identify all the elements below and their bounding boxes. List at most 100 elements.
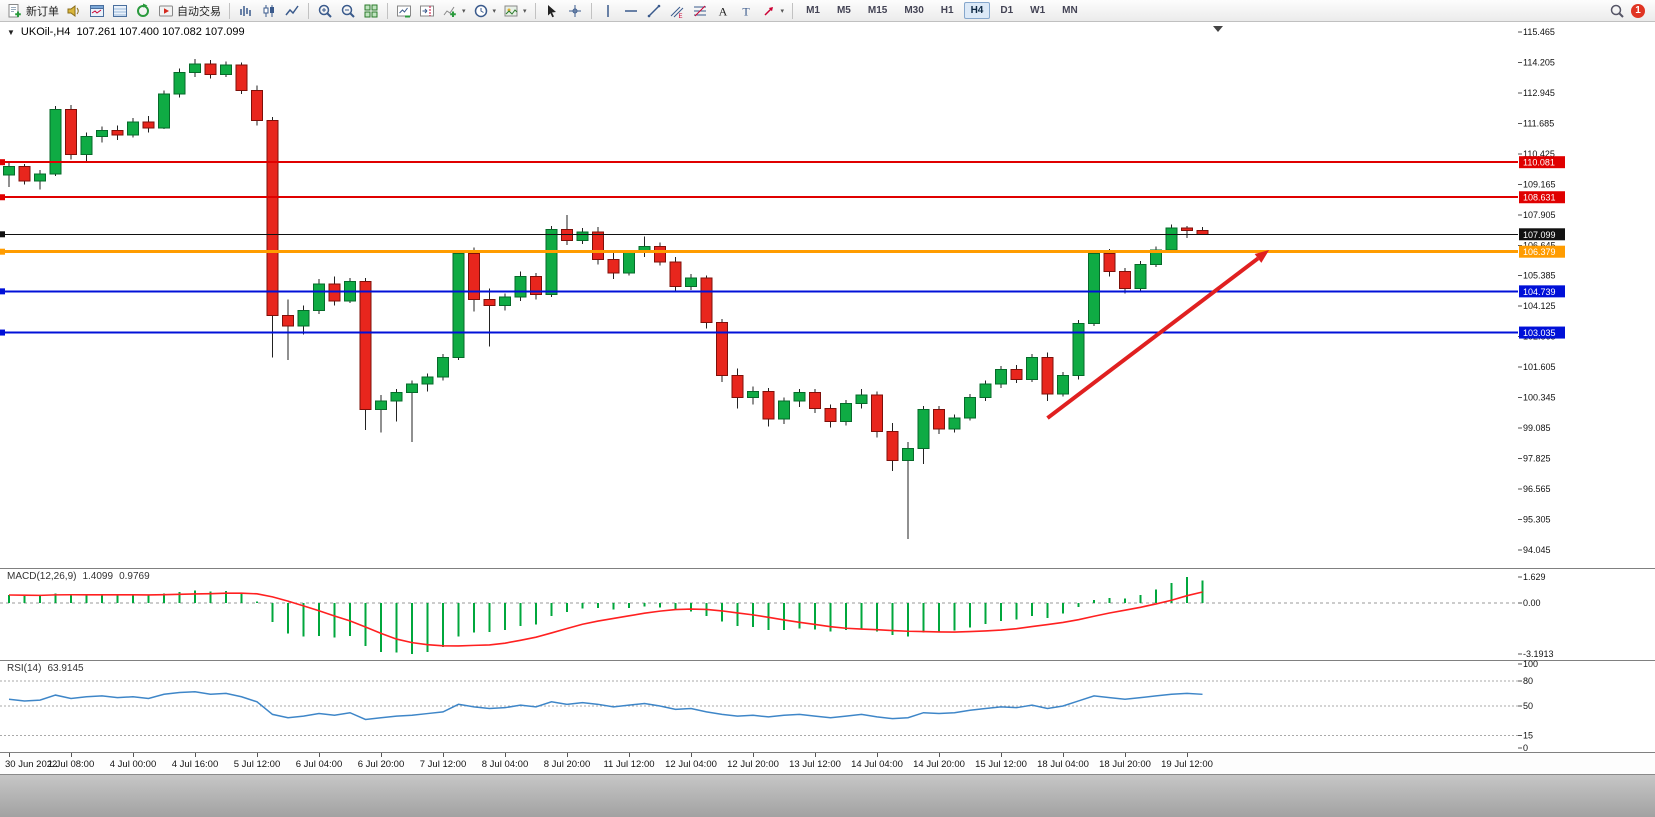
timeframe-h1[interactable]: H1 xyxy=(940,5,954,16)
time-label: 18 Jul 04:00 xyxy=(1037,759,1089,770)
chart-shift-marker-icon[interactable] xyxy=(1213,26,1223,32)
candle-down xyxy=(607,259,620,274)
candlestick-chart-button[interactable] xyxy=(258,1,280,21)
toolbar-separator xyxy=(792,2,794,19)
candle-up xyxy=(1026,357,1038,380)
macd-panel[interactable]: 1.629 0.00 -3.1913 xyxy=(0,568,1655,660)
candle-up xyxy=(437,357,449,378)
svg-text:E: E xyxy=(678,14,682,19)
zoom-in-button[interactable] xyxy=(314,1,336,21)
rsi-axis[interactable]: 100 80 50 15 0 xyxy=(1518,660,1538,752)
candle-up xyxy=(793,392,806,402)
candle-down xyxy=(809,392,821,409)
arrows-button[interactable]: ▾ xyxy=(758,1,788,21)
auto-scroll-button[interactable] xyxy=(393,1,415,21)
data-window-button[interactable] xyxy=(109,1,131,21)
periods-button[interactable]: ▾ xyxy=(470,1,500,21)
price-line-103.035[interactable]: 103.035 xyxy=(0,326,1565,339)
timeframe-m1[interactable]: M1 xyxy=(806,5,820,16)
candle-up xyxy=(902,447,914,461)
vertical-line-button[interactable] xyxy=(597,1,619,21)
price-line-107.099[interactable]: 107.099 xyxy=(0,228,1565,241)
sound-icon xyxy=(66,3,82,19)
candle-up xyxy=(514,276,527,298)
candles-layer xyxy=(3,58,1209,539)
candle-down xyxy=(65,109,77,155)
strategy-tester-button[interactable] xyxy=(132,1,154,21)
rsi-panel[interactable]: 100 80 50 15 0 xyxy=(0,660,1655,752)
candle-up xyxy=(499,296,511,307)
templates-button[interactable]: ▾ xyxy=(500,1,530,21)
candle-up xyxy=(421,376,434,385)
tile-windows-button[interactable] xyxy=(360,1,382,21)
candle-down xyxy=(1041,357,1054,395)
rsi-label: RSI(14) 63.9145 xyxy=(7,663,84,674)
trendline-button[interactable] xyxy=(643,1,665,21)
autotrading-button[interactable]: 自动交易 xyxy=(155,1,224,21)
label-button[interactable]: T xyxy=(735,1,757,21)
line-left-marker xyxy=(0,231,5,238)
new-order-button[interactable]: 新订单 xyxy=(4,1,62,21)
timeframe-d1[interactable]: D1 xyxy=(1000,5,1014,16)
macd-axis-label: 1.629 xyxy=(1523,572,1546,582)
timeframe-m30[interactable]: M30 xyxy=(904,5,924,16)
toolbar-separator xyxy=(229,2,230,19)
auto-scroll-icon xyxy=(396,3,412,19)
candle-up xyxy=(623,251,635,274)
horizontal-line-button[interactable] xyxy=(620,1,642,21)
price-axis-label: 110.425 xyxy=(1523,149,1555,159)
time-label: 12 Jul 20:00 xyxy=(727,759,779,770)
chart-title: ▼ UKOil-,H4 107.261 107.400 107.082 107.… xyxy=(7,26,245,38)
timeframe-w1[interactable]: W1 xyxy=(1030,5,1046,16)
dropdown-caret-icon[interactable]: ▾ xyxy=(780,7,785,15)
dropdown-caret-icon[interactable]: ▾ xyxy=(462,7,466,15)
bar-chart-button[interactable] xyxy=(235,1,257,21)
line-left-marker xyxy=(0,159,5,166)
timeframe-m15[interactable]: M15 xyxy=(867,5,888,16)
indicators-button[interactable]: ▾ xyxy=(439,1,469,21)
price-line-108.631[interactable]: 108.631 xyxy=(0,191,1565,204)
toolbar-separator xyxy=(387,2,388,19)
price-axis-label: 100.345 xyxy=(1523,393,1556,403)
candle-down xyxy=(1010,369,1023,380)
price-axis-label: 115.465 xyxy=(1523,27,1555,37)
candle-up xyxy=(96,129,108,137)
trend-arrow[interactable] xyxy=(1046,249,1270,420)
fibonacci-icon xyxy=(692,3,708,19)
cursor-button[interactable] xyxy=(541,1,563,21)
chart-shift-button[interactable] xyxy=(416,1,438,21)
sound-button[interactable] xyxy=(63,1,85,21)
time-tick xyxy=(629,753,630,757)
price-tag xyxy=(1519,156,1565,169)
zoom-out-button[interactable] xyxy=(337,1,359,21)
candle-up xyxy=(3,166,15,176)
price-axis-label: 94.045 xyxy=(1523,545,1551,555)
search-button[interactable] xyxy=(1606,1,1628,21)
candle-down xyxy=(1196,229,1209,235)
price-chart[interactable]: 115.465 114.205 112.945 111.685 110.425 109.1… xyxy=(0,22,1655,568)
timeframe-mn[interactable]: MN xyxy=(1062,5,1078,16)
line-chart-button[interactable] xyxy=(281,1,303,21)
dropdown-caret-icon[interactable]: ▾ xyxy=(523,7,527,15)
toolbar-separator xyxy=(308,2,309,19)
macd-value: 1.4099 xyxy=(82,571,114,582)
crosshair-icon xyxy=(567,3,583,19)
macd-axis[interactable]: 1.629 0.00 -3.1913 xyxy=(1518,572,1554,659)
channel-button[interactable]: E xyxy=(666,1,688,21)
dropdown-caret-icon[interactable]: ▾ xyxy=(492,7,497,15)
time-axis[interactable]: 30 Jun 2022 1 Jul 08:00 4 Jul 00:00 4 Jul 1… xyxy=(0,752,1655,774)
timeframe-m5[interactable]: M5 xyxy=(836,5,851,16)
text-button[interactable]: A xyxy=(712,1,734,21)
fibonacci-button[interactable] xyxy=(689,1,711,21)
price-line-104.739[interactable]: 104.739 xyxy=(0,285,1565,298)
time-tick xyxy=(443,753,444,757)
symbol-dropdown-icon[interactable]: ▼ xyxy=(7,27,15,37)
timeframe-h4[interactable]: H4 xyxy=(963,2,991,19)
notification-badge[interactable]: 1 xyxy=(1631,3,1645,18)
crosshair-button[interactable] xyxy=(564,1,586,21)
time-tick xyxy=(9,753,10,757)
price-line-110.081[interactable]: 110.081 xyxy=(0,156,1565,169)
candle-up xyxy=(375,400,387,411)
market-watch-button[interactable] xyxy=(86,1,108,21)
autotrading-icon xyxy=(158,3,174,19)
